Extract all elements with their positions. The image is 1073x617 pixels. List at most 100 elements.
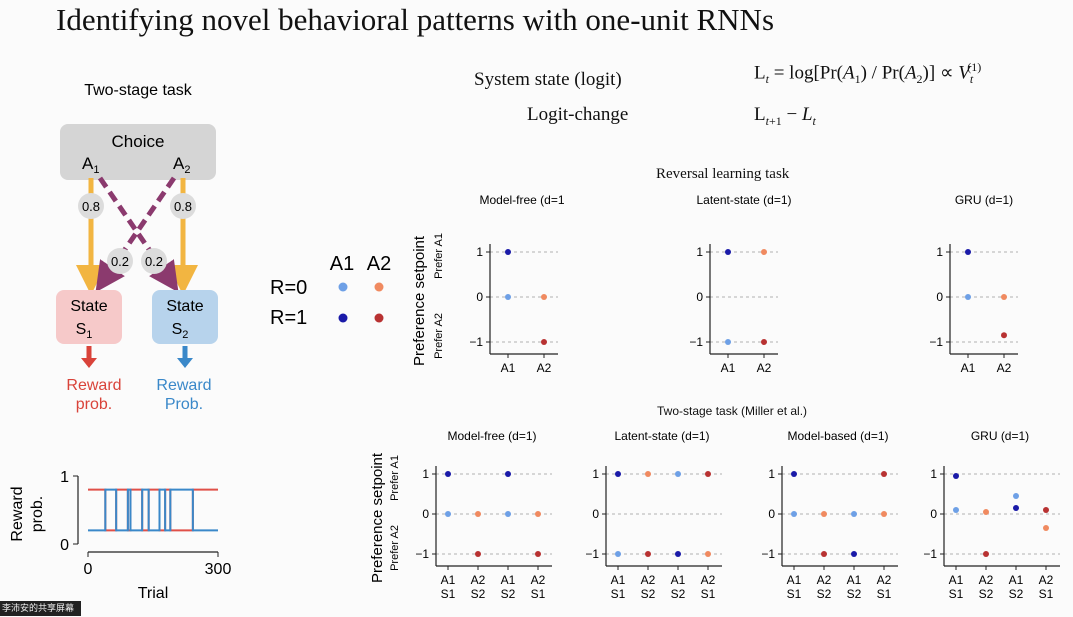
xtick-label: A2 — [757, 361, 772, 375]
two-stage-miller-heading: Two-stage task (Miller et al.) — [657, 404, 808, 418]
point-a2-r0 — [475, 511, 481, 517]
prob-bubble-common-1 — [78, 193, 104, 219]
xtick-label: S2 — [847, 587, 862, 601]
xtick-label: S1 — [877, 587, 892, 601]
choice-box — [60, 124, 216, 180]
ytick-label: −1 — [689, 335, 703, 349]
reward-xlabel: Trial — [138, 585, 169, 602]
xtick-label: A2 — [537, 361, 552, 375]
legend-dot-a2-r1 — [374, 313, 384, 323]
chart-title: Model-free (d=1) — [447, 429, 536, 443]
state-s2-box — [152, 290, 218, 344]
xtick-label: A2 — [817, 573, 832, 587]
point-a1-r0 — [505, 294, 511, 300]
ylabel-prefer-a2: Prefer A2 — [433, 313, 445, 359]
xtick-label: S2 — [979, 587, 994, 601]
point-a2-r0 — [705, 551, 711, 557]
point-a2-r1 — [983, 551, 989, 557]
point-a1-r0 — [953, 507, 959, 513]
reward-s2-label-line1: Reward — [156, 377, 211, 394]
ytick-label: 1 — [930, 467, 937, 481]
screen-share-watermark: 李沛安的共享屏幕 — [0, 601, 81, 616]
chart-title: GRU (d=1) — [955, 193, 1013, 207]
chart-title: Latent-state (d=1) — [614, 429, 709, 443]
ytick-label: −1 — [469, 335, 483, 349]
xtick-label: S2 — [641, 587, 656, 601]
point-a1-r0 — [505, 511, 511, 517]
reward-ytick-label: 0 — [60, 537, 69, 554]
ytick-label: −1 — [415, 547, 429, 561]
point-a1-r0 — [445, 511, 451, 517]
reward-arrowhead-s1 — [81, 358, 97, 368]
reward-s1-label-line1: Reward — [66, 377, 121, 394]
legend-row-r0: R=0 — [270, 277, 307, 299]
ytick-label: 0 — [936, 290, 943, 304]
xtick-label: A1 — [501, 361, 516, 375]
xtick-label: S2 — [501, 587, 516, 601]
ytick-label: 1 — [696, 245, 703, 259]
point-a2-r1 — [821, 551, 827, 557]
xtick-label: A2 — [997, 361, 1012, 375]
point-a1-r0 — [791, 511, 797, 517]
legend-dot-a1-r0 — [338, 282, 348, 292]
reward-series-1 — [88, 488, 218, 532]
slide-title: Identifying novel behavioral patterns wi… — [56, 2, 775, 37]
chart-title: Model-free (d=1) — [479, 193, 564, 207]
point-a2-r1 — [881, 471, 887, 477]
prob-label-rare-1: 0.2 — [111, 254, 129, 269]
point-a2-r0 — [1043, 525, 1049, 531]
point-a2-r0 — [983, 509, 989, 515]
ytick-label: 0 — [422, 507, 429, 521]
xtick-label: A1 — [501, 573, 516, 587]
chart-title: GRU (d=1) — [971, 429, 1029, 443]
two-stage-task-heading: Two-stage task — [84, 82, 193, 99]
point-a1-r0 — [851, 511, 857, 517]
ytick-label: −1 — [929, 335, 943, 349]
xtick-label: S2 — [1009, 587, 1024, 601]
reward-prob-chart: 0 1 0 300 Trial Reward prob. — [9, 469, 232, 602]
xtick-label: A1 — [611, 573, 626, 587]
ytick-label: 0 — [696, 290, 703, 304]
reward-xtick-label: 300 — [205, 561, 232, 578]
prob-label-common-2: 0.8 — [174, 199, 192, 214]
chart-title: Model-based (d=1) — [787, 429, 888, 443]
point-a2-r1 — [535, 551, 541, 557]
xtick-label: S1 — [531, 587, 546, 601]
state-s1-label: S1 — [76, 321, 93, 341]
action-a2-label: A2 — [173, 154, 190, 176]
xtick-label: A2 — [877, 573, 892, 587]
legend-col-a2: A2 — [367, 253, 391, 275]
reward-ytick-label: 1 — [60, 469, 69, 486]
point-a1-r1 — [1013, 505, 1019, 511]
reward-ylabel-line2: prob. — [29, 496, 46, 532]
state-s1-word: State — [70, 298, 107, 315]
xtick-label: A2 — [979, 573, 994, 587]
ytick-label: −1 — [761, 547, 775, 561]
point-a1-r1 — [445, 471, 451, 477]
ylabel-prefer-a1: Prefer A1 — [433, 233, 445, 279]
ylabel-prefer-a1: Prefer A1 — [389, 455, 401, 501]
xtick-label: S1 — [949, 587, 964, 601]
ylabel-preference-setpoint: Preference setpoint — [411, 235, 428, 366]
xtick-label: A1 — [441, 573, 456, 587]
xtick-label: A2 — [471, 573, 486, 587]
legend-dot-a1-r1 — [338, 313, 348, 323]
point-a2-r1 — [1043, 507, 1049, 513]
state-s2-word: State — [166, 298, 203, 315]
point-a2-r0 — [541, 294, 547, 300]
point-a2-r1 — [541, 339, 547, 345]
reward-xtick-label: 0 — [84, 561, 93, 578]
ts-model-free-chart: Model-free (d=1)10−1A1S1A2S2A1S2A2S1Pref… — [369, 429, 552, 601]
chart-title: Latent-state (d=1) — [696, 193, 791, 207]
prob-bubble-common-2 — [170, 193, 196, 219]
xtick-label: A1 — [1009, 573, 1024, 587]
legend-col-a1: A1 — [330, 253, 354, 275]
point-a1-r1 — [953, 473, 959, 479]
ytick-label: 1 — [936, 245, 943, 259]
choice-label: Choice — [112, 132, 165, 151]
point-a2-r1 — [645, 551, 651, 557]
ytick-label: 0 — [592, 507, 599, 521]
xtick-label: S2 — [471, 587, 486, 601]
point-a2-r0 — [535, 511, 541, 517]
